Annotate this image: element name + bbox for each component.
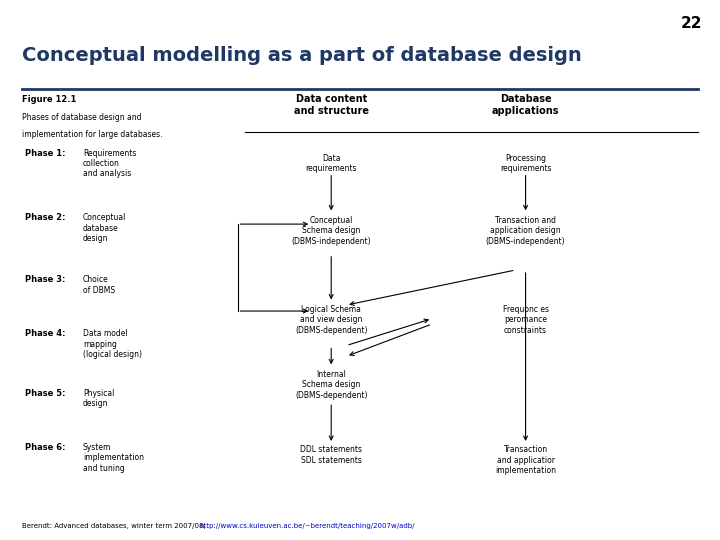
Text: Transaction and
application design
(DBMS-independent): Transaction and application design (DBMS… [486, 216, 565, 246]
Text: Transaction
and applicatior
implementation: Transaction and applicatior implementati… [495, 446, 556, 475]
Text: Phase 5:: Phase 5: [25, 389, 66, 398]
Text: Logical Schema
and view design
(DBMS-dependent): Logical Schema and view design (DBMS-dep… [295, 305, 367, 335]
Text: DDL statements
SDL statements: DDL statements SDL statements [300, 446, 362, 465]
Text: Requirements
collection
and analysis: Requirements collection and analysis [83, 148, 136, 178]
Text: Database
applications: Database applications [492, 94, 559, 116]
Text: Data model
mapping
(logical design): Data model mapping (logical design) [83, 329, 142, 359]
Text: Physical
design: Physical design [83, 389, 114, 408]
Text: Conceptual
database
design: Conceptual database design [83, 213, 126, 243]
Text: System
implementation
and tuning: System implementation and tuning [83, 443, 144, 472]
Text: Phase 6:: Phase 6: [25, 443, 66, 452]
Text: Phases of database design and: Phases of database design and [22, 113, 141, 123]
Text: Processing
requirements: Processing requirements [500, 154, 552, 173]
Text: Frequonc es
peromance
constraints: Frequonc es peromance constraints [503, 305, 549, 335]
Text: implementation for large databases.: implementation for large databases. [22, 130, 162, 139]
Text: Berendt: Advanced databases, winter term 2007/08,: Berendt: Advanced databases, winter term… [22, 523, 207, 529]
Text: Phase 1:: Phase 1: [25, 148, 66, 158]
Text: http://www.cs.kuleuven.ac.be/~berendt/teaching/2007w/adb/: http://www.cs.kuleuven.ac.be/~berendt/te… [199, 523, 415, 529]
Text: Phase 3:: Phase 3: [25, 275, 66, 285]
Text: Data
requirements: Data requirements [305, 154, 357, 173]
Text: Choice
of DBMS: Choice of DBMS [83, 275, 115, 295]
Text: Phase 4:: Phase 4: [25, 329, 66, 339]
Text: Data content
and structure: Data content and structure [294, 94, 369, 116]
Text: Conceptual modelling as a part of database design: Conceptual modelling as a part of databa… [22, 46, 581, 65]
Text: Internal
Schema design
(DBMS-dependent): Internal Schema design (DBMS-dependent) [295, 370, 367, 400]
Text: Figure 12.1: Figure 12.1 [22, 94, 76, 104]
Text: Conceptual
Schema design
(DBMS-independent): Conceptual Schema design (DBMS-independe… [292, 216, 371, 246]
Text: 22: 22 [680, 16, 702, 31]
Text: Phase 2:: Phase 2: [25, 213, 66, 222]
